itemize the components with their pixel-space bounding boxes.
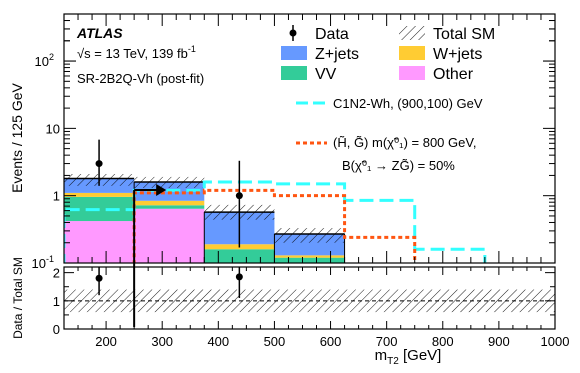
signal-region-label: SR-2B2Q-Vh (post-fit) [77,71,204,86]
legend-label-total-sm: Total SM [433,26,495,43]
y-tick-label: 10-1 [32,254,54,271]
legend-marker-data [289,29,297,37]
data-point-1 [235,192,243,200]
bar-w-jets-1 [134,200,205,206]
legend-label-other: Other [433,66,474,83]
legend-label-w-jets: W+jets [433,46,482,63]
data-point-0 [95,160,103,168]
legend-swatch-w-jets [399,46,425,60]
cut-arrow-head [156,184,167,196]
signal-line-1 [132,188,417,263]
ratio-frame [63,266,556,330]
x-tick-label: 1000 [541,334,570,349]
y-tick-label: 102 [35,52,54,69]
total-sm-uncertainty-3 [274,228,345,243]
legend-signal-wh-label: C1N2-Wh, (900,100) GeV [333,96,483,111]
legend-label-vv: VV [315,66,337,83]
bar-w-jets-0 [64,192,135,197]
x-tick-label: 600 [320,334,342,349]
ratio-y-tick-label: 1 [53,294,60,309]
legend-label-data: Data [315,26,349,43]
y-tick-label: 10 [46,121,60,136]
ratio-y-tick-label: 2 [53,266,60,281]
y-tick-label: 1 [53,189,60,204]
bar-w-jets-3 [274,255,345,258]
ratio-plot-area [64,267,555,313]
axes: 10-1 1 10 102 200 300 400 500 600 700 800 900 1000 0 1… [32,13,570,349]
x-tick-label: 500 [264,334,286,349]
legend-swatch-vv [281,66,307,80]
legend-swatch-other [399,66,425,80]
ratio-y-axis-label: Data / Total SM [11,257,25,339]
x-tick-label: 300 [151,334,173,349]
legend-label-z-jets: Z+jets [315,46,359,63]
x-tick-label: 700 [376,334,398,349]
bar-other-0 [64,221,135,263]
main-plot-area [64,139,487,263]
legend-swatch-total-sm [399,26,425,40]
legend-signal-higgsino-br: B(χ̃⁰₁ → ZG̃) = 50% [342,158,455,173]
legend-signal-higgsino-label: (H̃, G̃) m(χ̃⁰₁) = 800 GeV, [333,135,476,150]
ratio-y-tick-label: 0 [53,322,60,337]
x-axis-label: mT2 [GeV] [375,347,442,367]
experiment-label: ATLAS [76,25,123,41]
energy-lumi-label: √s = 13 TeV, 139 fb-1 [77,44,196,61]
bar-vv-1 [134,205,205,209]
bar-other-1 [134,208,205,263]
legend-swatch-z-jets [281,46,307,60]
y-axis-label: Events / 125 GeV [9,82,25,192]
legend: Data Total SM Z+jets W+jets VV Other [281,25,495,83]
x-tick-label: 800 [432,334,454,349]
x-tick-label: 200 [95,334,117,349]
x-tick-label: 900 [488,334,510,349]
ratio-point-1 [235,273,243,281]
ratio-point-0 [95,274,103,282]
x-tick-label: 400 [207,334,229,349]
bar-vv-3 [274,257,345,263]
bar-vv-2 [204,249,275,263]
signal-legend: C1N2-Wh, (900,100) GeV (H̃, G̃) m(χ̃⁰₁) … [296,96,483,173]
